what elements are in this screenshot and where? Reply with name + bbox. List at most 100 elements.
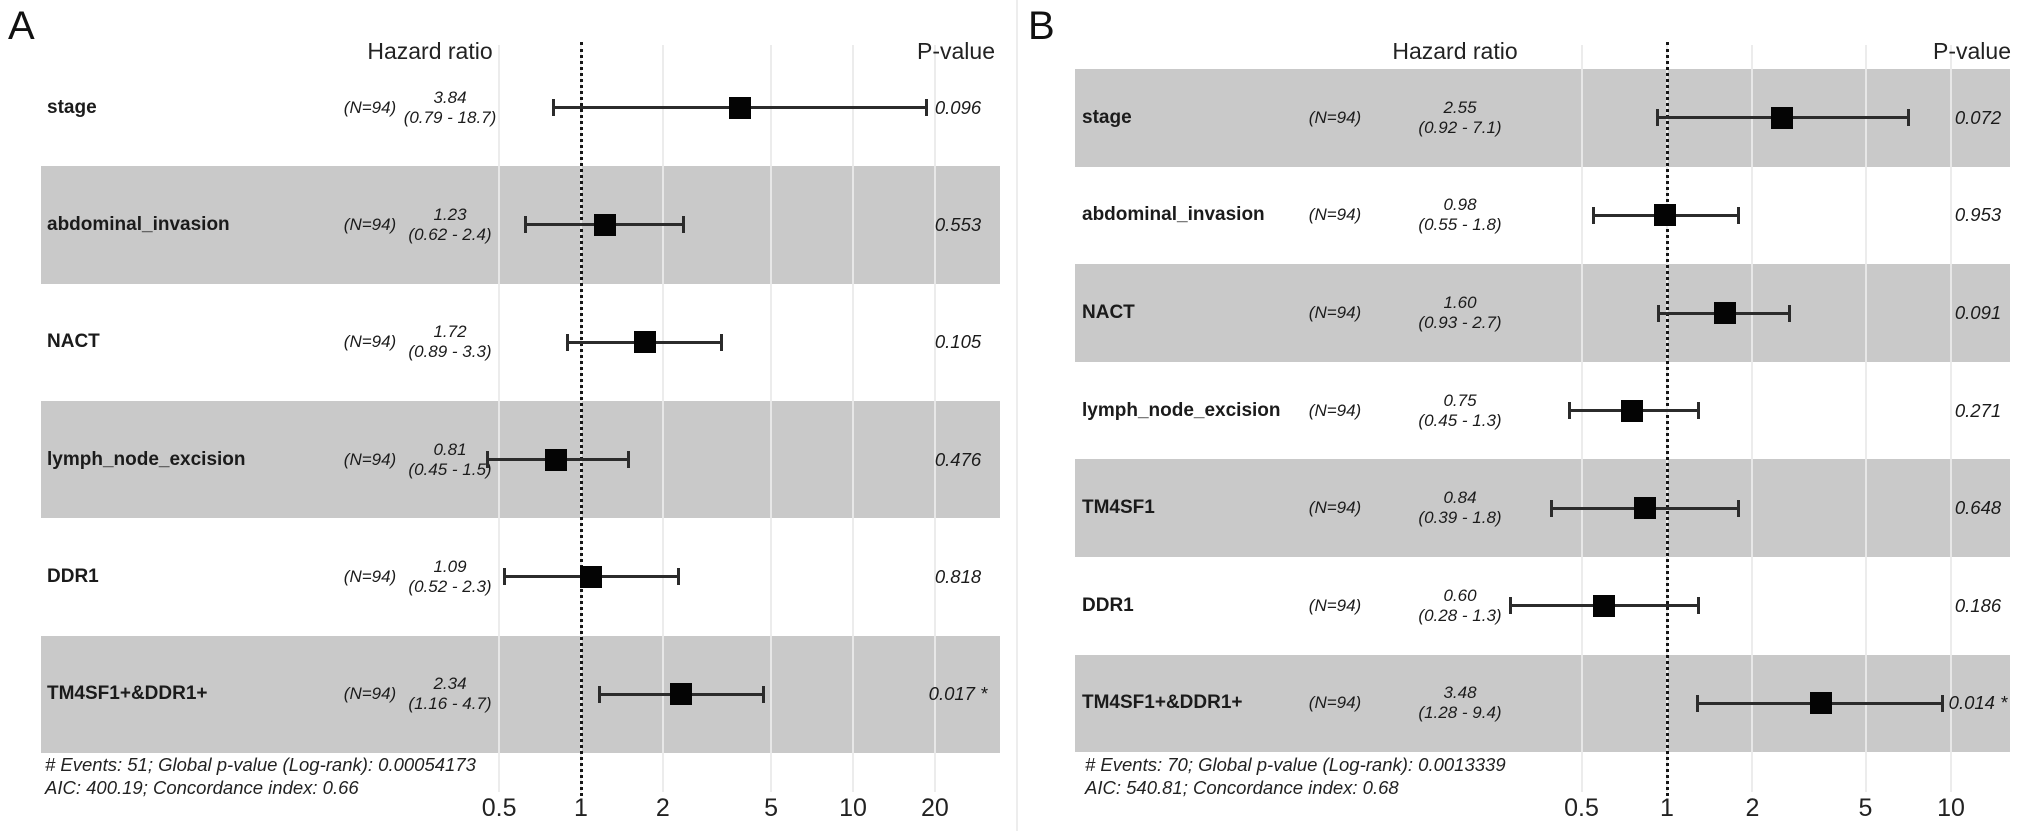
hr-point-marker xyxy=(1809,692,1832,715)
hazard-ratio-value: 3.48 xyxy=(1443,683,1477,703)
ci-lower-cap xyxy=(1592,206,1596,224)
ci-upper-cap xyxy=(682,216,686,234)
confidence-interval-text: (0.55 - 1.8) xyxy=(1418,215,1502,235)
ci-upper-cap xyxy=(1697,597,1701,615)
confidence-interval-text: (0.28 - 1.3) xyxy=(1418,605,1502,625)
hazard-ratio-value-block: 2.34 (1.16 - 4.7) xyxy=(408,674,491,714)
variable-label: NACT xyxy=(1082,302,1135,323)
hazard-ratio-value: 0.98 xyxy=(1443,195,1477,215)
sample-size-label: (N=94) xyxy=(343,97,397,117)
hazard-ratio-value: 0.60 xyxy=(1443,585,1477,605)
ci-lower-cap xyxy=(502,568,506,586)
hr-point-marker xyxy=(1592,594,1615,617)
ci-upper-cap xyxy=(1737,499,1741,517)
ci-upper-cap xyxy=(677,568,681,586)
panel-label: B xyxy=(1028,4,1055,48)
confidence-interval-text: (0.79 - 18.7) xyxy=(403,107,497,127)
p-value: 0.553 xyxy=(934,213,982,235)
hazard-ratio-value-block: 0.75 (0.45 - 1.3) xyxy=(1418,391,1501,431)
hr-point-marker xyxy=(1653,204,1676,227)
axis-gridline-on-band xyxy=(852,635,854,753)
hr-point-marker xyxy=(1620,399,1643,422)
ci-upper-cap xyxy=(1941,694,1945,712)
aic-concordance-note: AIC: 540.81; Concordance index: 0.68 xyxy=(1085,777,1399,798)
sample-size-label: (N=94) xyxy=(343,449,397,469)
hr-point-marker xyxy=(594,213,617,236)
hazard-ratio-value: 3.84 xyxy=(433,87,467,107)
confidence-interval-text: (1.28 - 9.4) xyxy=(1418,703,1502,723)
axis-gridline xyxy=(1751,45,1754,792)
sample-size-label: (N=94) xyxy=(343,332,397,352)
x-axis-tick-label: 2 xyxy=(1745,794,1760,822)
sample-size-label: (N=94) xyxy=(343,684,397,704)
p-value: 0.271 xyxy=(1954,399,2002,421)
x-axis-tick-label: 10 xyxy=(839,794,867,822)
sample-size-label: (N=94) xyxy=(1308,693,1362,713)
hr-point-marker xyxy=(1713,302,1736,324)
confidence-interval-text: (0.52 - 2.3) xyxy=(408,576,492,596)
hazard-ratio-value-block: 2.55 (0.92 - 7.1) xyxy=(1418,98,1501,138)
hazard-ratio-value: 0.81 xyxy=(433,439,467,459)
axis-gridline-on-band xyxy=(852,400,854,519)
ci-upper-cap xyxy=(924,99,928,117)
variable-label: DDR1 xyxy=(47,565,99,587)
axis-gridline-on-band xyxy=(1580,264,1583,362)
axis-gridline-on-band xyxy=(498,635,501,753)
events-global-pvalue-note: # Events: 51; Global p-value (Log-rank):… xyxy=(45,754,476,775)
axis-gridline-on-band xyxy=(498,166,501,284)
variable-label: NACT xyxy=(47,331,100,353)
ci-upper-cap xyxy=(626,451,630,469)
p-value: 0.014 * xyxy=(1948,692,2008,714)
ci-lower-cap xyxy=(1508,597,1512,615)
ci-upper-cap xyxy=(1906,109,1910,127)
ci-lower-cap xyxy=(552,99,556,117)
confidence-interval-text: (1.16 - 4.7) xyxy=(408,694,492,714)
axis-gridline-on-band xyxy=(933,400,936,519)
sample-size-label: (N=94) xyxy=(343,566,397,586)
panel-label: A xyxy=(8,4,35,48)
row-shading-band xyxy=(41,635,1000,753)
axis-gridline xyxy=(1580,45,1583,792)
hr-point-marker xyxy=(728,96,751,119)
axis-gridline-on-band xyxy=(770,635,773,753)
ci-lower-cap xyxy=(1696,694,1700,712)
x-axis-tick-label: 5 xyxy=(764,794,779,822)
ci-lower-cap xyxy=(523,216,527,234)
ci-upper-cap xyxy=(761,685,765,703)
sample-size-label: (N=94) xyxy=(1308,400,1362,420)
axis-gridline-on-band xyxy=(852,166,854,284)
confidence-interval-text: (0.89 - 3.3) xyxy=(408,342,492,362)
hazard-ratio-value: 2.55 xyxy=(1443,97,1477,117)
axis-gridline xyxy=(1950,45,1952,792)
p-value: 0.072 xyxy=(1954,106,2002,128)
p-value: 0.476 xyxy=(934,448,982,470)
ci-lower-cap xyxy=(1567,402,1571,420)
ci-lower-cap xyxy=(566,333,570,351)
hr-point-marker xyxy=(1771,106,1794,129)
sample-size-label: (N=94) xyxy=(1308,303,1362,322)
x-axis-tick-label: 20 xyxy=(920,794,949,822)
confidence-interval-text: (0.92 - 7.1) xyxy=(1418,117,1502,137)
variable-label: lymph_node_excision xyxy=(1082,399,1281,421)
x-axis-tick-label: 2 xyxy=(655,794,670,822)
hazard-ratio-value: 1.72 xyxy=(433,322,467,342)
p-value: 0.818 xyxy=(934,565,982,587)
ci-lower-cap xyxy=(1655,109,1659,127)
hazard-ratio-value-block: 0.81 (0.45 - 1.5) xyxy=(408,440,491,480)
x-axis-tick-label: 10 xyxy=(1937,794,1965,822)
p-value: 0.105 xyxy=(934,331,982,353)
variable-label: TM4SF1+&DDR1+ xyxy=(47,683,208,705)
axis-gridline-on-band xyxy=(1751,459,1754,557)
x-axis-tick-label: 1 xyxy=(1660,794,1674,822)
variable-label: stage xyxy=(47,96,97,118)
hazard-ratio-value-block: 1.23 (0.62 - 2.4) xyxy=(408,205,491,245)
variable-label: TM4SF1 xyxy=(1082,497,1155,519)
variable-label: TM4SF1+&DDR1+ xyxy=(1082,692,1243,714)
hr-point-marker xyxy=(580,565,603,588)
axis-gridline-on-band xyxy=(1950,69,1952,167)
hr-point-marker xyxy=(670,683,693,706)
row-shading-band xyxy=(1075,264,2010,362)
row-shading-band xyxy=(41,166,1000,284)
p-value-header: P-value xyxy=(1933,38,2011,64)
